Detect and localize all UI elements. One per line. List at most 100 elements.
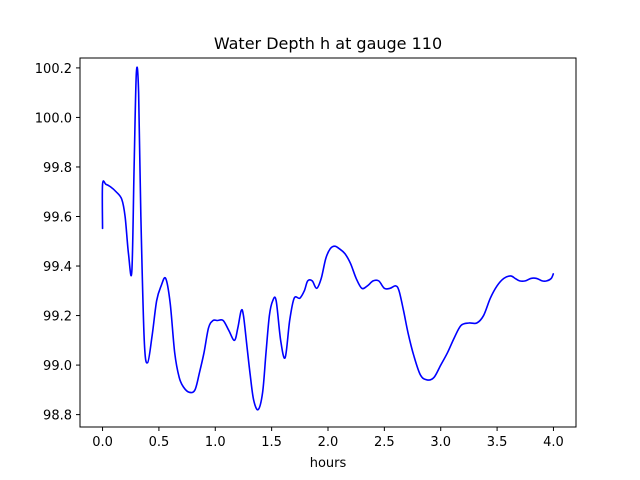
data-point	[453, 337, 455, 339]
data-point	[253, 399, 255, 401]
data-point	[355, 278, 357, 279]
data-point	[151, 334, 153, 336]
data-point	[344, 253, 346, 255]
x-tick-label: 2.5	[374, 435, 395, 450]
y-tick-label: 99.0	[43, 359, 72, 374]
data-point	[316, 287, 318, 289]
data-point	[174, 352, 176, 354]
x-tick-label: 2.0	[318, 435, 339, 450]
data-point	[183, 386, 185, 388]
data-point	[275, 300, 277, 302]
data-point	[272, 300, 274, 302]
data-point	[165, 278, 167, 279]
data-point	[188, 391, 190, 393]
data-point	[546, 280, 548, 282]
y-tick-label: 99.6	[43, 210, 72, 225]
data-point	[131, 270, 133, 272]
data-point	[320, 278, 322, 279]
data-point	[228, 330, 230, 331]
y-tick-label: 100.2	[35, 62, 72, 77]
data-point	[372, 280, 374, 282]
data-point	[257, 409, 259, 411]
data-point	[519, 280, 521, 282]
data-point	[169, 302, 171, 304]
data-point	[338, 248, 340, 250]
data-point	[407, 332, 409, 334]
data-point	[468, 322, 470, 324]
data-point	[541, 280, 543, 282]
data-point	[138, 92, 140, 94]
data-point	[121, 198, 123, 200]
data-point	[234, 339, 235, 341]
data-point	[222, 320, 224, 321]
data-point	[284, 357, 286, 359]
data-point	[143, 339, 145, 341]
y-tick-label: 99.8	[43, 161, 72, 176]
data-point	[395, 285, 397, 287]
data-point	[203, 352, 205, 354]
data-point	[110, 186, 111, 188]
data-point	[246, 344, 248, 346]
data-point	[115, 191, 117, 193]
data-point	[293, 297, 295, 299]
data-point	[243, 315, 244, 316]
data-point	[262, 391, 264, 393]
data-point	[178, 377, 180, 378]
data-point	[199, 372, 200, 373]
plot-frame	[79, 57, 577, 428]
data-point	[433, 377, 435, 378]
data-point	[550, 278, 552, 279]
x-tick-label: 4.0	[543, 435, 564, 450]
data-point	[217, 320, 218, 321]
x-axis: 0.0 0.5 1.0 1.5 2.0 2.5 3.0 3.5 4.0	[92, 427, 564, 450]
data-point	[367, 285, 368, 287]
data-point	[510, 275, 512, 277]
x-tick-label: 0.5	[149, 435, 170, 450]
data-point	[440, 364, 442, 366]
y-tick-label: 98.8	[43, 409, 72, 424]
data-point	[553, 273, 554, 274]
data-point	[483, 315, 484, 316]
data-point	[289, 320, 291, 321]
y-tick-label: 99.4	[43, 260, 72, 275]
data-point	[299, 297, 301, 299]
data-point	[128, 253, 129, 255]
data-point	[212, 320, 214, 321]
data-point	[249, 374, 251, 376]
x-tick-label: 0.0	[92, 435, 113, 450]
data-point	[194, 389, 196, 391]
data-point	[268, 315, 270, 316]
data-point	[334, 245, 336, 247]
data-point	[325, 258, 327, 259]
data-point	[403, 310, 404, 311]
y-tick-label: 99.2	[43, 310, 72, 325]
data-point	[329, 248, 331, 250]
data-point	[156, 300, 158, 302]
y-tick-label: 100.0	[35, 111, 72, 126]
data-point	[140, 216, 142, 217]
data-point	[280, 339, 282, 341]
data-point	[378, 280, 380, 282]
data-point	[460, 325, 462, 326]
plot-area	[101, 66, 555, 411]
y-axis: 98.8 99.0 99.2 99.4 99.6 99.8 100.0 100.2	[35, 62, 80, 424]
data-point	[447, 352, 448, 354]
data-point	[536, 278, 537, 279]
data-point	[147, 362, 149, 364]
data-point	[135, 72, 137, 74]
x-tick-label: 1.0	[205, 435, 226, 450]
data-point	[102, 228, 103, 230]
data-point	[503, 278, 505, 279]
data-point	[102, 183, 103, 185]
data-point	[524, 280, 526, 282]
data-point	[237, 327, 239, 329]
x-tick-label: 3.0	[430, 435, 451, 450]
data-point	[496, 285, 498, 287]
x-tick-label: 1.5	[261, 435, 282, 450]
chart-title: Water Depth h at gauge 110	[214, 34, 442, 53]
data-point	[208, 327, 209, 329]
data-point	[303, 290, 305, 292]
data-point	[398, 290, 400, 292]
